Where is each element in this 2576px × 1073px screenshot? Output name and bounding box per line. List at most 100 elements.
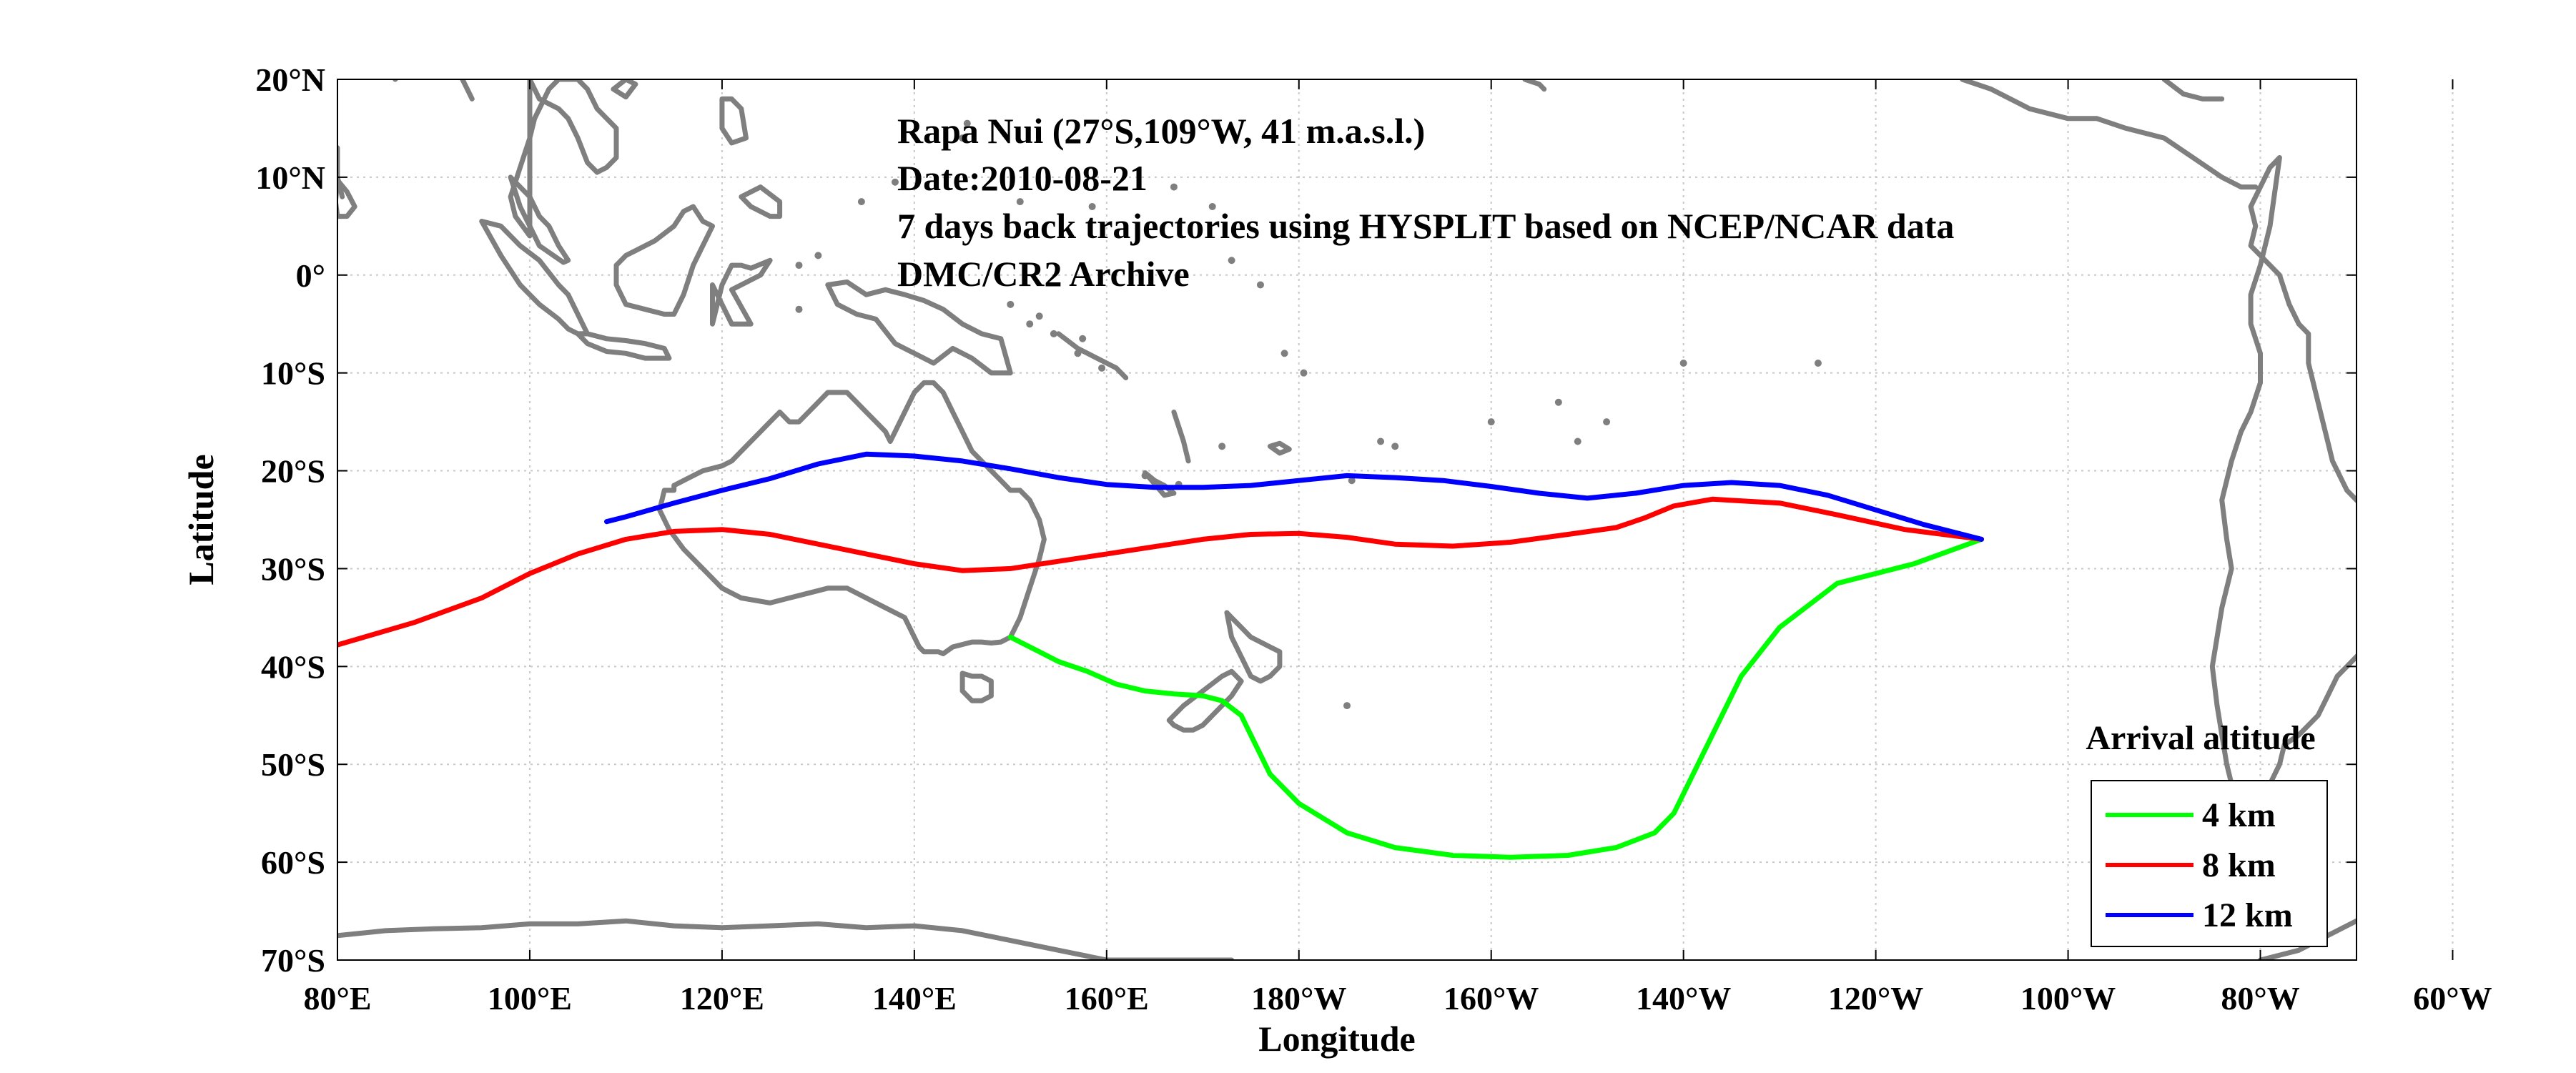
y-tick-20-s: 20°S <box>261 453 325 490</box>
x-tick-120-w: 120°W <box>1828 980 1923 1017</box>
legend-title: Arrival altitude <box>2086 719 2315 757</box>
x-tick-140-e: 140°E <box>872 980 957 1017</box>
coastline-antarctic-peninsula <box>2258 918 2357 960</box>
title-line-1: Rapa Nui (27°S,109°W, 41 m.a.s.l.) <box>897 111 1425 151</box>
island-2 <box>1348 477 1356 485</box>
x-tick-160-w: 160°W <box>1444 980 1539 1017</box>
y-tick-10-s: 10°S <box>261 355 325 392</box>
island-22 <box>1228 257 1235 264</box>
coastline-borneo <box>613 204 715 317</box>
coastline-sulawesi <box>710 257 773 327</box>
island-5 <box>1218 442 1226 450</box>
legend-label-12km: 12 km <box>2202 896 2293 934</box>
coastline-gulf-of-mexico <box>2161 79 2225 102</box>
coastline-solomons <box>1056 331 1129 380</box>
x-tick-80-w: 80°W <box>2221 980 2299 1017</box>
island-10 <box>1050 330 1057 337</box>
coastline-hainan <box>611 79 638 100</box>
island-27 <box>1554 398 1562 406</box>
island-16 <box>959 134 967 142</box>
x-tick-140-w: 140°W <box>1636 980 1731 1017</box>
x-tick-80-e: 80°E <box>303 980 371 1017</box>
coastline-south-america <box>2209 155 2357 816</box>
trajectory-4-km <box>1007 536 1984 860</box>
y-axis-label: Latitude <box>181 454 221 585</box>
coastline-vanuatu <box>1171 409 1191 464</box>
island-15 <box>891 178 899 186</box>
title-line-2: Date:2010-08-21 <box>897 158 1148 198</box>
y-tick-70-s: 70°S <box>261 942 325 979</box>
y-tick-50-s: 50°S <box>261 746 325 783</box>
coastline-nz-north <box>1224 610 1283 684</box>
y-tick-40-s: 40°S <box>261 648 325 685</box>
trajectory-12-km <box>604 451 1984 542</box>
coastline-australia <box>657 380 1047 656</box>
island-31 <box>1814 359 1822 367</box>
coastline-new-guinea <box>825 279 1013 376</box>
island-32 <box>1343 702 1351 710</box>
x-tick-160-e: 160°E <box>1065 980 1149 1017</box>
x-axis-label: Longitude <box>1258 1019 1416 1059</box>
coastline-north-america <box>1960 79 2259 190</box>
island-9 <box>1007 300 1015 308</box>
island-26 <box>1487 418 1495 426</box>
coastline-antarctica <box>337 918 1235 960</box>
legend-label-4km: 4 km <box>2202 796 2276 834</box>
island-19 <box>1088 202 1096 210</box>
island-7 <box>1074 350 1082 357</box>
island-12 <box>795 305 803 313</box>
y-tick-20-n: 20°N <box>255 61 325 98</box>
island-6 <box>1098 364 1106 372</box>
title-line-3: 7 days back trajectories using HYSPLIT b… <box>897 206 1954 246</box>
coastline-bay-of-bengal <box>393 79 475 102</box>
axis-ticks <box>337 79 2454 961</box>
x-tick-60-w: 60°W <box>2413 980 2492 1017</box>
coastline-mindanao <box>739 184 783 219</box>
x-tick-labels: 80°E 100°E 120°E 140°E 160°E 180°W 160°W 140°W 1… <box>303 980 2492 1017</box>
y-tick-60-s: 60°S <box>261 844 325 881</box>
island-3 <box>1377 437 1385 445</box>
island-17 <box>963 119 971 127</box>
island-23 <box>1256 281 1264 289</box>
island-8 <box>1026 320 1034 328</box>
legend-box: 4 km 8 km 12 km <box>2091 780 2328 947</box>
island-34 <box>1035 312 1043 320</box>
coastline-tasmania <box>959 671 994 703</box>
coastline-fiji <box>1267 440 1292 456</box>
x-tick-100-w: 100°W <box>2020 980 2116 1017</box>
x-tick-120-e: 120°E <box>680 980 764 1017</box>
island-24 <box>1280 350 1288 357</box>
coastline-philippines <box>719 96 749 146</box>
coastline-sri-lanka <box>337 177 357 219</box>
island-29 <box>1603 418 1611 426</box>
y-tick-labels: 20°N 10°N 0° 10°S 20°S 30°S 40°S 50°S 60°S 70°S <box>255 61 325 979</box>
coastline-hawaii <box>1522 79 1547 92</box>
coastlines <box>337 79 2357 960</box>
island-0 <box>1141 472 1149 480</box>
x-tick-100-e: 100°E <box>488 980 572 1017</box>
coastline-india-south <box>337 145 345 199</box>
island-20 <box>1170 183 1178 191</box>
coastline-java <box>575 331 672 361</box>
trajectory-8-km <box>337 496 1984 648</box>
island-14 <box>857 198 865 206</box>
island-30 <box>1679 359 1687 367</box>
island-11 <box>814 252 822 259</box>
trajectory-series <box>337 451 1984 860</box>
island-4 <box>1391 442 1399 450</box>
island-13 <box>795 262 803 270</box>
island-33 <box>1079 335 1087 342</box>
x-tick-180-w: 180°W <box>1251 980 1346 1017</box>
legend-label-8km: 8 km <box>2202 846 2276 884</box>
island-18 <box>1016 198 1024 206</box>
island-28 <box>1574 437 1581 445</box>
y-tick-30-s: 30°S <box>261 550 325 587</box>
title-line-4: DMC/CR2 Archive <box>897 254 1190 294</box>
y-tick-10-n: 10°N <box>255 159 325 196</box>
coastline-malay-peninsula <box>508 174 571 265</box>
plot-frame <box>337 79 2357 961</box>
y-tick-0: 0° <box>296 257 325 294</box>
island-21 <box>1208 202 1216 210</box>
island-25 <box>1300 369 1308 377</box>
